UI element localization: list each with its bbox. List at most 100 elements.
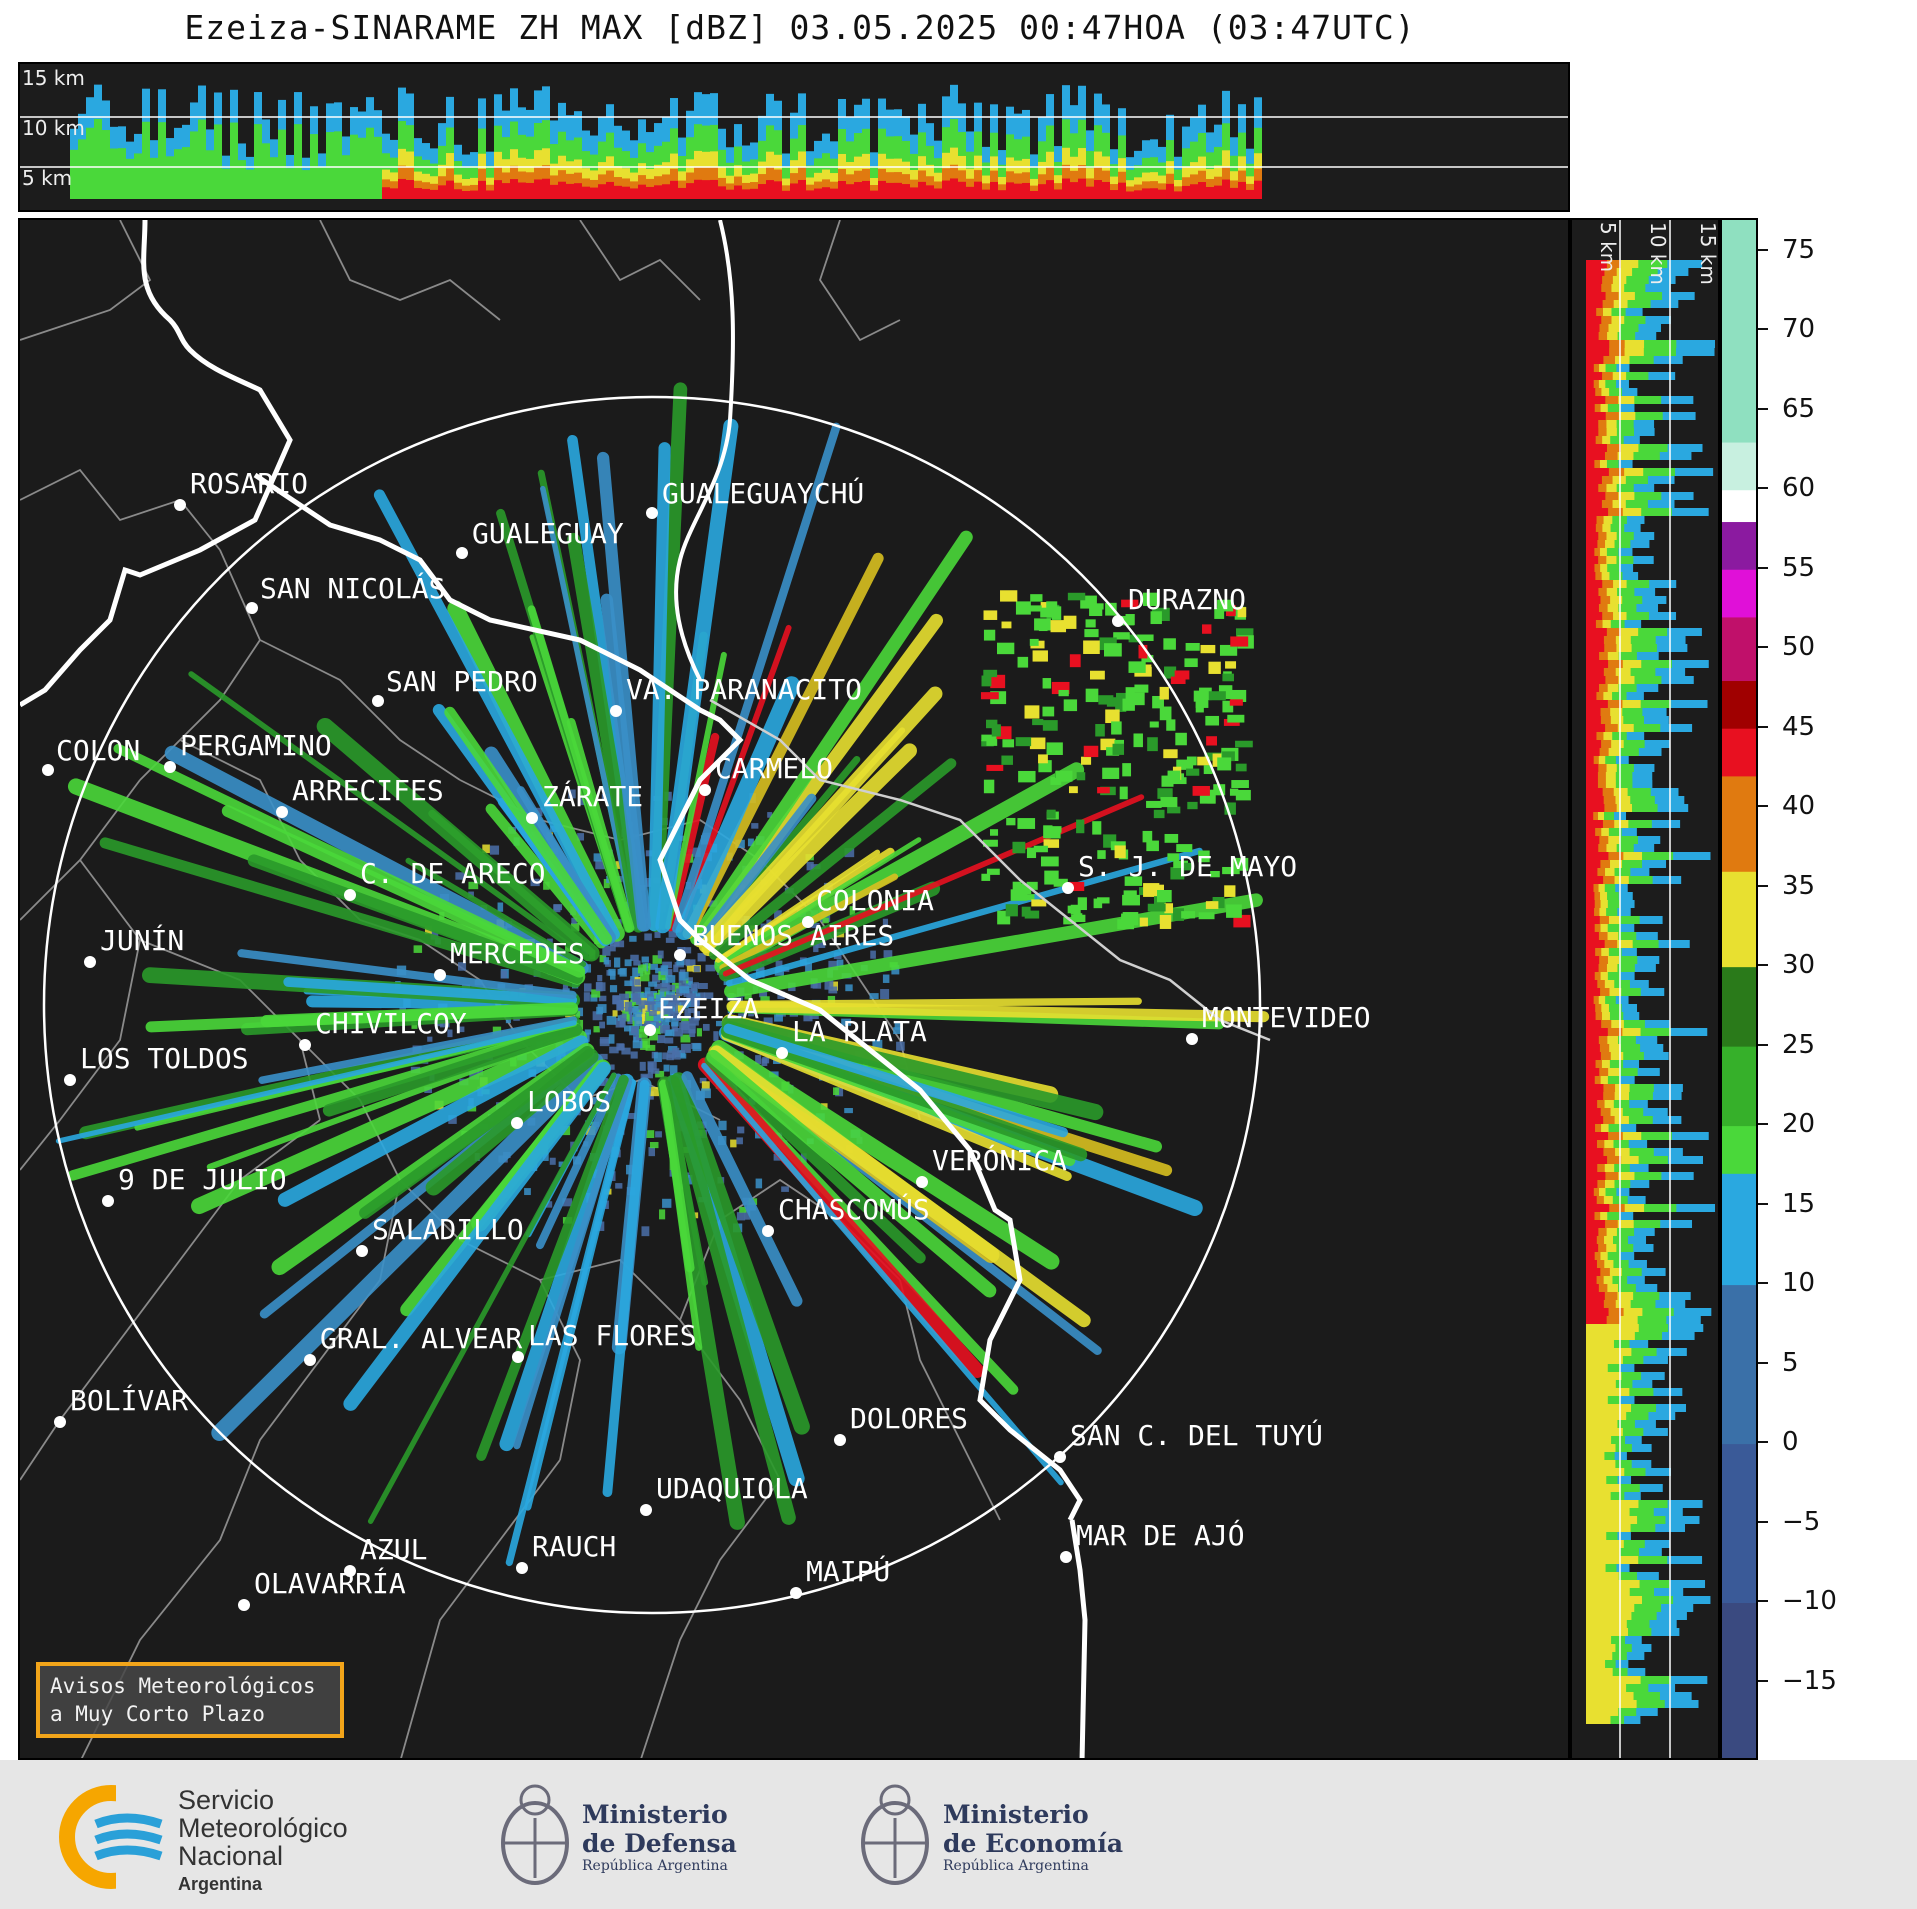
- city-marker: [790, 1587, 802, 1599]
- argentina-shield-icon-2: [861, 1784, 929, 1885]
- colorbar-tick-label: 15: [1782, 1188, 1816, 1219]
- colorbar-tick-mark: [1758, 1123, 1768, 1126]
- right-cross-section: [1586, 220, 1716, 1758]
- colorbar-tick-mark: [1758, 725, 1768, 728]
- city-marker: [802, 916, 814, 928]
- smn-logo-icon: [59, 1782, 166, 1892]
- city-marker: [238, 1599, 250, 1611]
- colorbar-tick-label: 35: [1782, 870, 1816, 901]
- colorbar-ticks: 75 70 65 60 55 50 45 40 35 30 25 20 15 10 5 0 −5 −10 −15: [1758, 218, 1908, 1760]
- colorbar-tick-mark: [1758, 1361, 1768, 1364]
- city-label: LOBOS: [527, 1085, 611, 1118]
- city-label: LOS TOLDOS: [80, 1042, 249, 1075]
- city-label: BOLÍVAR: [70, 1383, 188, 1417]
- city-marker: [372, 695, 384, 707]
- radar-map[interactable]: ROSARIO GUALEGUAYCHÚ GUALEGUAY SAN NICOLÁS D…: [18, 218, 1570, 1760]
- colorbar-tick-mark: [1758, 1600, 1768, 1603]
- city-marker: [64, 1074, 76, 1086]
- city-marker: [299, 1039, 311, 1051]
- colorbar-tick-label: −5: [1782, 1506, 1821, 1537]
- city-marker: [102, 1195, 114, 1207]
- city-marker: [434, 969, 446, 981]
- avisos-line2: a Muy Corto Plazo: [50, 1702, 265, 1726]
- city-label: DOLORES: [850, 1402, 968, 1435]
- colorbar-tick-label: 60: [1782, 473, 1816, 504]
- smn-line4: Argentina: [178, 1874, 263, 1894]
- top-height-label-15: 15 km: [22, 66, 85, 90]
- colorbar-tick-mark: [1758, 1679, 1768, 1682]
- city-label: GUALEGUAY: [472, 517, 624, 550]
- city-marker: [304, 1354, 316, 1366]
- city-marker: [1054, 1451, 1066, 1463]
- city-label: UDAQUIOLA: [656, 1472, 808, 1505]
- reflectivity-colorbar: [1720, 218, 1758, 1760]
- city-marker: [356, 1245, 368, 1257]
- city-marker: [1186, 1033, 1198, 1045]
- city-labels: ROSARIO GUALEGUAYCHÚ GUALEGUAY SAN NICOLÁS D…: [42, 467, 1371, 1611]
- colorbar-tick-label: 10: [1782, 1268, 1816, 1299]
- city-label: JUNÍN: [100, 923, 184, 957]
- colorbar-tick-label: 70: [1782, 314, 1816, 345]
- top-cross-section-panel: 15 km 10 km 5 km: [18, 62, 1570, 212]
- city-label: ZÁRATE: [542, 779, 643, 813]
- city-label: 9 DE JULIO: [118, 1163, 287, 1196]
- city-marker: [640, 1504, 652, 1516]
- colorbar-tick-mark: [1758, 1520, 1768, 1523]
- colorbar-tick-label: 45: [1782, 711, 1816, 742]
- smn-line1: Servicio: [178, 1785, 275, 1815]
- city-marker: [646, 507, 658, 519]
- city-marker: [511, 1117, 523, 1129]
- colorbar-tick-label: 75: [1782, 234, 1816, 265]
- city-marker: [54, 1416, 66, 1428]
- colorbar-tick-mark: [1758, 646, 1768, 649]
- colorbar-tick-mark: [1758, 328, 1768, 331]
- smn-line2: Meteorológico: [178, 1813, 348, 1843]
- city-label: LAS FLORES: [528, 1319, 697, 1352]
- city-label: ARRECIFES: [292, 774, 444, 807]
- city-label: COLONIA: [816, 884, 934, 917]
- colorbar-tick-mark: [1758, 884, 1768, 887]
- city-label: EZEIZA: [658, 992, 759, 1025]
- city-label: GRAL. ALVEAR: [320, 1322, 522, 1355]
- city-label: ROSARIO: [190, 467, 308, 500]
- colorbar-tick-label: 30: [1782, 950, 1816, 981]
- city-label: SAN C. DEL TUYÚ: [1070, 1418, 1323, 1452]
- city-label: BUENOS AIRES: [692, 919, 894, 952]
- avisos-button[interactable]: Avisos Meteorológicos a Muy Corto Plazo: [36, 1662, 344, 1738]
- city-marker: [276, 806, 288, 818]
- economia-line2: de Economía: [943, 1829, 1124, 1858]
- city-label: LA PLATA: [792, 1015, 927, 1048]
- colorbar-tick-label: −15: [1782, 1665, 1837, 1696]
- city-marker: [246, 602, 258, 614]
- city-label: CARMELO: [715, 752, 833, 785]
- city-marker: [1112, 615, 1124, 627]
- colorbar-tick-mark: [1758, 964, 1768, 967]
- city-label: COLON: [56, 734, 140, 767]
- top-height-label-5: 5 km: [22, 166, 73, 190]
- city-marker: [699, 784, 711, 796]
- city-marker: [762, 1225, 774, 1237]
- chart-title: Ezeiza-SINARAME ZH MAX [dBZ] 03.05.2025 …: [184, 8, 1416, 47]
- defensa-line1: Ministerio: [582, 1800, 728, 1829]
- city-marker: [84, 956, 96, 968]
- colorbar-tick-label: 65: [1782, 393, 1816, 424]
- range-ring: [42, 395, 1262, 1615]
- radar-echoes: [55, 382, 1270, 1567]
- coastline: [20, 220, 1271, 1758]
- colorbar-tick-mark: [1758, 1441, 1768, 1444]
- city-marker: [526, 812, 538, 824]
- city-label: MAR DE AJÓ: [1076, 1518, 1245, 1552]
- city-marker: [456, 547, 468, 559]
- economia-line1: Ministerio: [943, 1800, 1089, 1829]
- city-marker: [610, 705, 622, 717]
- city-label: MAIPÚ: [806, 1554, 890, 1588]
- city-marker: [174, 499, 186, 511]
- colorbar-tick-mark: [1758, 487, 1768, 490]
- city-label: AZUL: [360, 1533, 427, 1566]
- city-label: SAN NICOLÁS: [260, 571, 445, 605]
- colorbar-tick-label: 25: [1782, 1029, 1816, 1060]
- colorbar-tick-label: 40: [1782, 791, 1816, 822]
- city-marker: [644, 1024, 656, 1036]
- city-marker: [1060, 1551, 1072, 1563]
- top-cross-section: [20, 84, 1568, 199]
